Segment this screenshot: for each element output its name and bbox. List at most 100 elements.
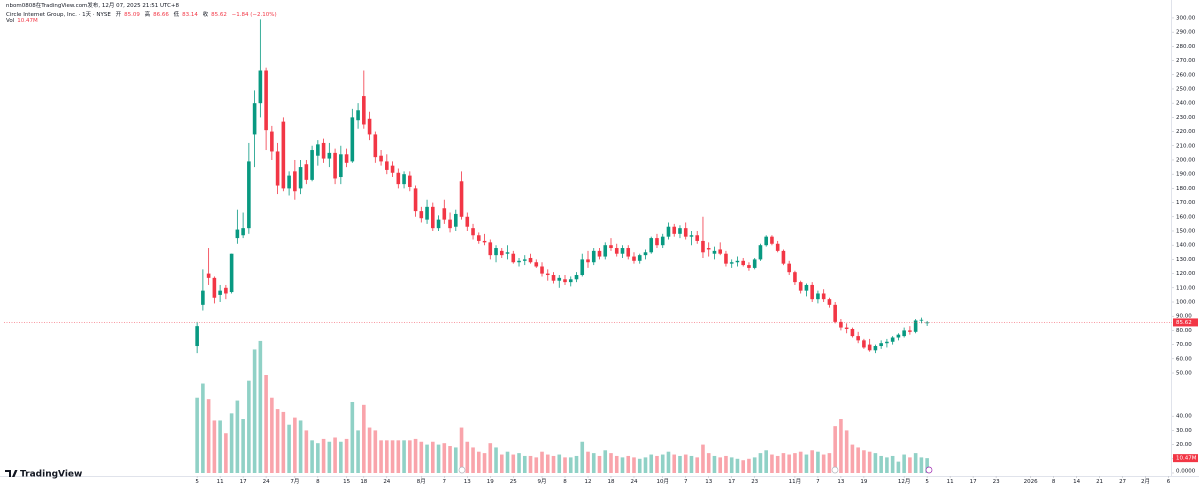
candle-body xyxy=(344,154,349,163)
volume-bar xyxy=(229,413,234,473)
volume-bar xyxy=(660,454,665,473)
candle-body xyxy=(465,216,470,227)
candle-body xyxy=(603,245,608,257)
ohlc-label: 开 xyxy=(115,12,122,18)
last-price-label: 85.62 xyxy=(1176,320,1192,326)
candle-body xyxy=(821,293,826,300)
volume-bar xyxy=(752,457,757,473)
x-tick-label: 7 xyxy=(443,479,447,485)
volume-bar xyxy=(787,454,791,473)
volume-bar xyxy=(293,417,297,473)
volume-bar xyxy=(666,451,671,473)
candle-body xyxy=(373,134,378,158)
volume-bar xyxy=(747,458,751,473)
candle-body xyxy=(339,154,343,178)
candle-body xyxy=(252,103,257,135)
change: −1.84 (−2.10%) xyxy=(231,12,277,18)
candle-body xyxy=(235,229,240,239)
volume-bar xyxy=(402,440,406,473)
candle-body xyxy=(206,273,211,278)
volume-bar xyxy=(649,454,654,473)
candle-body xyxy=(321,142,326,159)
candle-body xyxy=(218,290,222,295)
x-tick-label: 18 xyxy=(607,479,614,485)
x-tick-label: 13 xyxy=(464,479,471,485)
event-marker[interactable] xyxy=(458,466,466,474)
y-tick-label: 100.00 xyxy=(1176,300,1196,306)
volume-bar xyxy=(505,451,510,473)
candle-body xyxy=(925,322,929,324)
candle-body xyxy=(459,181,464,217)
volume-bar xyxy=(821,454,826,473)
candle-body xyxy=(499,250,504,256)
candle-body xyxy=(793,272,797,283)
x-tick-label: 6 xyxy=(1167,479,1171,485)
volume-bar xyxy=(419,441,424,473)
symbol-title: Circle Internet Group, Inc. · 1天 · NYSE xyxy=(6,12,111,18)
candle-body xyxy=(885,341,889,344)
volume-bar xyxy=(534,457,539,473)
x-tick-label: 9月 xyxy=(538,478,547,485)
volume-bar xyxy=(413,438,418,473)
volume-bar xyxy=(764,450,768,473)
volume-bar xyxy=(563,457,567,473)
x-tick-label: 5 xyxy=(925,479,929,485)
volume-bar xyxy=(614,455,619,473)
volume-bar xyxy=(890,455,895,473)
volume-bar xyxy=(488,443,493,473)
ohlc-value: 85.62 xyxy=(211,12,227,18)
y-tick-label: 120.00 xyxy=(1176,271,1196,277)
candle-body xyxy=(827,299,832,305)
volume-bar xyxy=(212,420,217,473)
volume-bar xyxy=(247,380,251,473)
candle-body xyxy=(385,161,389,170)
candle-body xyxy=(195,326,199,347)
x-tick-label: 13 xyxy=(705,479,712,485)
candle-body xyxy=(563,279,567,283)
y-tick-label: 70.00 xyxy=(1176,342,1192,348)
candle-body xyxy=(724,253,728,264)
candle-body xyxy=(482,240,487,243)
volume-bar xyxy=(310,440,314,473)
candle-body xyxy=(396,172,401,185)
volume-bar xyxy=(218,420,222,473)
volume-bar xyxy=(609,453,613,473)
volume-bar xyxy=(591,453,596,473)
candle-body xyxy=(471,228,475,236)
candle-body xyxy=(224,287,228,294)
candle-body xyxy=(557,277,562,281)
candle-body xyxy=(775,243,780,251)
volume-bar xyxy=(632,457,636,473)
candle-body xyxy=(356,110,360,121)
volume-bar xyxy=(201,383,205,473)
candle-body xyxy=(540,266,544,274)
candle-body xyxy=(568,279,573,283)
y-tick-label: 110.00 xyxy=(1176,285,1196,291)
candle-body xyxy=(201,290,205,305)
volume-bar xyxy=(643,457,648,473)
y-tick-label: 50.00 xyxy=(1176,371,1192,377)
y-tick-label: 270.00 xyxy=(1176,58,1196,64)
candle-body xyxy=(390,165,395,173)
candle-body xyxy=(264,70,268,131)
candle-body xyxy=(402,174,406,185)
candle-body xyxy=(379,155,383,162)
volume-bar xyxy=(442,443,447,473)
candle-body xyxy=(431,206,435,229)
candle-body xyxy=(660,236,665,246)
event-marker[interactable] xyxy=(925,466,933,474)
event-marker[interactable] xyxy=(831,466,839,474)
x-tick-label: 11 xyxy=(947,479,954,485)
candle-body xyxy=(781,250,786,264)
volume-bar xyxy=(528,455,533,473)
volume-bar xyxy=(373,430,378,473)
x-tick-label: 11月 xyxy=(789,478,802,485)
candle-body xyxy=(787,263,791,273)
volume-bar xyxy=(626,455,631,473)
candle-body xyxy=(545,273,550,276)
volume-bar xyxy=(586,451,590,473)
candle-body xyxy=(488,242,493,256)
candle-body xyxy=(419,211,424,219)
